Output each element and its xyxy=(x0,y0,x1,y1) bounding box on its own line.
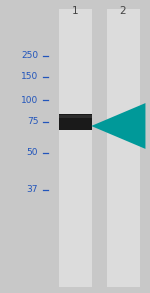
Text: 100: 100 xyxy=(21,96,38,105)
Text: 2: 2 xyxy=(120,6,126,16)
Bar xyxy=(58,113,92,130)
Text: 75: 75 xyxy=(27,117,38,126)
Text: 250: 250 xyxy=(21,51,38,60)
Text: 37: 37 xyxy=(27,185,38,194)
Text: 150: 150 xyxy=(21,72,38,81)
Text: 1: 1 xyxy=(72,6,78,16)
Bar xyxy=(58,115,92,117)
Bar xyxy=(58,9,92,287)
Bar xyxy=(106,9,140,287)
Text: 50: 50 xyxy=(27,149,38,157)
